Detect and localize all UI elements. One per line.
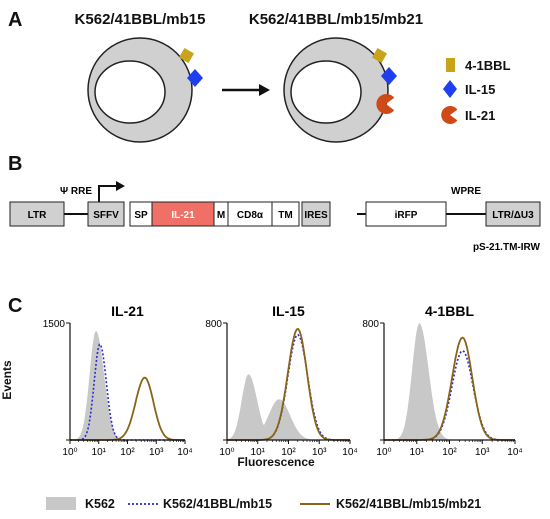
- y-axis-label: Events: [0, 360, 14, 400]
- legend-il15-label: IL-15: [465, 82, 495, 97]
- segment-ires: [301, 201, 331, 227]
- bbl-square-icon: [178, 47, 195, 64]
- x-tick-label-il-15: 10⁴: [342, 447, 357, 458]
- panel-b-letter: B: [8, 153, 22, 175]
- y-tick-label-il-21: 1500: [43, 319, 66, 330]
- il15-diamond-icon: [381, 67, 397, 85]
- legend-4-1bbl-label: 4-1BBL: [465, 58, 511, 73]
- k562-histogram-il-21: [70, 331, 185, 440]
- x-tick-label-il-15: 10⁰: [219, 447, 234, 458]
- legend-filled-swatch: [46, 497, 76, 510]
- segment-ltr-du3: [485, 201, 541, 227]
- segment-tm-label: TM: [278, 210, 292, 221]
- legend-k562-label: K562: [85, 497, 115, 511]
- panel-a-letter: A: [8, 9, 22, 31]
- legend-diamond-icon: [443, 80, 457, 98]
- segment-m-label: M: [217, 210, 225, 221]
- segment-irfp: [365, 201, 447, 227]
- x-tick-label-4-1bbl: 10³: [475, 447, 490, 458]
- x-tick-label-il-15: 10²: [281, 447, 296, 458]
- segment-irfp-label: iRFP: [395, 210, 418, 221]
- chart-title-il-15: IL-15: [272, 303, 305, 319]
- il21-pacman-icon: [376, 93, 395, 114]
- cell-1-nucleus: [94, 60, 166, 124]
- x-tick-label-il-21: 10¹: [92, 447, 107, 458]
- x-tick-label-il-21: 10²: [120, 447, 135, 458]
- panel-a-legend: 4-1BBL IL-15 IL-21: [441, 58, 511, 124]
- histogram-panels: IL-21 1500 10⁰ 10¹ 10² 10³ 10⁴ IL-15 800 10⁰ 10¹ 10…: [43, 303, 523, 458]
- segment-sffv-label: SFFV: [93, 210, 119, 221]
- panel-c-letter: C: [8, 295, 22, 317]
- segment-sp-label: SP: [134, 210, 148, 221]
- chart-title-il-21: IL-21: [111, 303, 144, 319]
- construct-map: LTR Ψ RRE SFFV SP IL-21 M CD8α TM IRES i…: [9, 181, 541, 253]
- chart-title-4-1bbl: 4-1BBL: [425, 303, 474, 319]
- segment-ltr-label: LTR: [28, 210, 47, 221]
- segment-ires-label: IRES: [304, 210, 328, 221]
- legend-il21-label: IL-21: [465, 108, 495, 123]
- segment-ltr: [9, 201, 65, 227]
- cell-2-nucleus: [290, 60, 362, 124]
- mb21-curve-4-1bbl: [384, 336, 515, 441]
- legend-mb21-label: K562/41BBL/mb15/mb21: [336, 497, 481, 511]
- bbl-square-icon: [371, 47, 388, 64]
- x-tick-label-4-1bbl: 10¹: [410, 447, 425, 458]
- legend-square-icon: [446, 58, 455, 72]
- y-tick-label-4-1bbl: 800: [362, 319, 379, 330]
- cell1-title: K562/41BBL/mb15: [75, 11, 206, 28]
- segment-cd8a-label: CD8α: [237, 210, 264, 221]
- arrow-head-icon: [259, 84, 270, 96]
- cell-1: [87, 37, 203, 143]
- x-tick-label-4-1bbl: 10⁴: [507, 447, 522, 458]
- segment-sffv: [87, 201, 125, 227]
- x-tick-label-il-15: 10³: [312, 447, 327, 458]
- x-tick-label-4-1bbl: 10⁰: [376, 447, 391, 458]
- x-tick-label-il-21: 10⁴: [177, 447, 192, 458]
- x-tick-label-il-15: 10¹: [251, 447, 266, 458]
- panel-c-legend: K562 K562/41BBL/mb15 K562/41BBL/mb15/mb2…: [46, 497, 481, 511]
- legend-pacman-icon: [441, 106, 458, 124]
- k562-histogram-il-15: [227, 374, 350, 440]
- x-tick-label-il-21: 10⁰: [62, 447, 77, 458]
- segment-tm: [271, 201, 300, 227]
- wpre-label: WPRE: [451, 186, 481, 197]
- x-tick-label-il-21: 10³: [149, 447, 164, 458]
- il15-diamond-icon: [187, 69, 203, 87]
- x-axis-label: Fluorescence: [237, 455, 315, 469]
- segment-il21-label: IL-21: [171, 210, 195, 221]
- segment-ltr-du3-label: LTR/ΔU3: [492, 210, 534, 221]
- k562-histogram-4-1bbl: [384, 323, 515, 440]
- psi-rre-label: Ψ RRE: [60, 186, 92, 197]
- promoter-arrow-line: [98, 185, 118, 202]
- legend-mb15-label: K562/41BBL/mb15: [163, 497, 272, 511]
- vector-name: pS-21.TM-IRW: [473, 242, 541, 253]
- x-tick-label-4-1bbl: 10²: [442, 447, 457, 458]
- cell-2: [283, 37, 397, 143]
- y-tick-label-il-15: 800: [205, 319, 222, 330]
- promoter-arrow-icon: [116, 181, 125, 191]
- cell2-title: K562/41BBL/mb15/mb21: [249, 11, 423, 28]
